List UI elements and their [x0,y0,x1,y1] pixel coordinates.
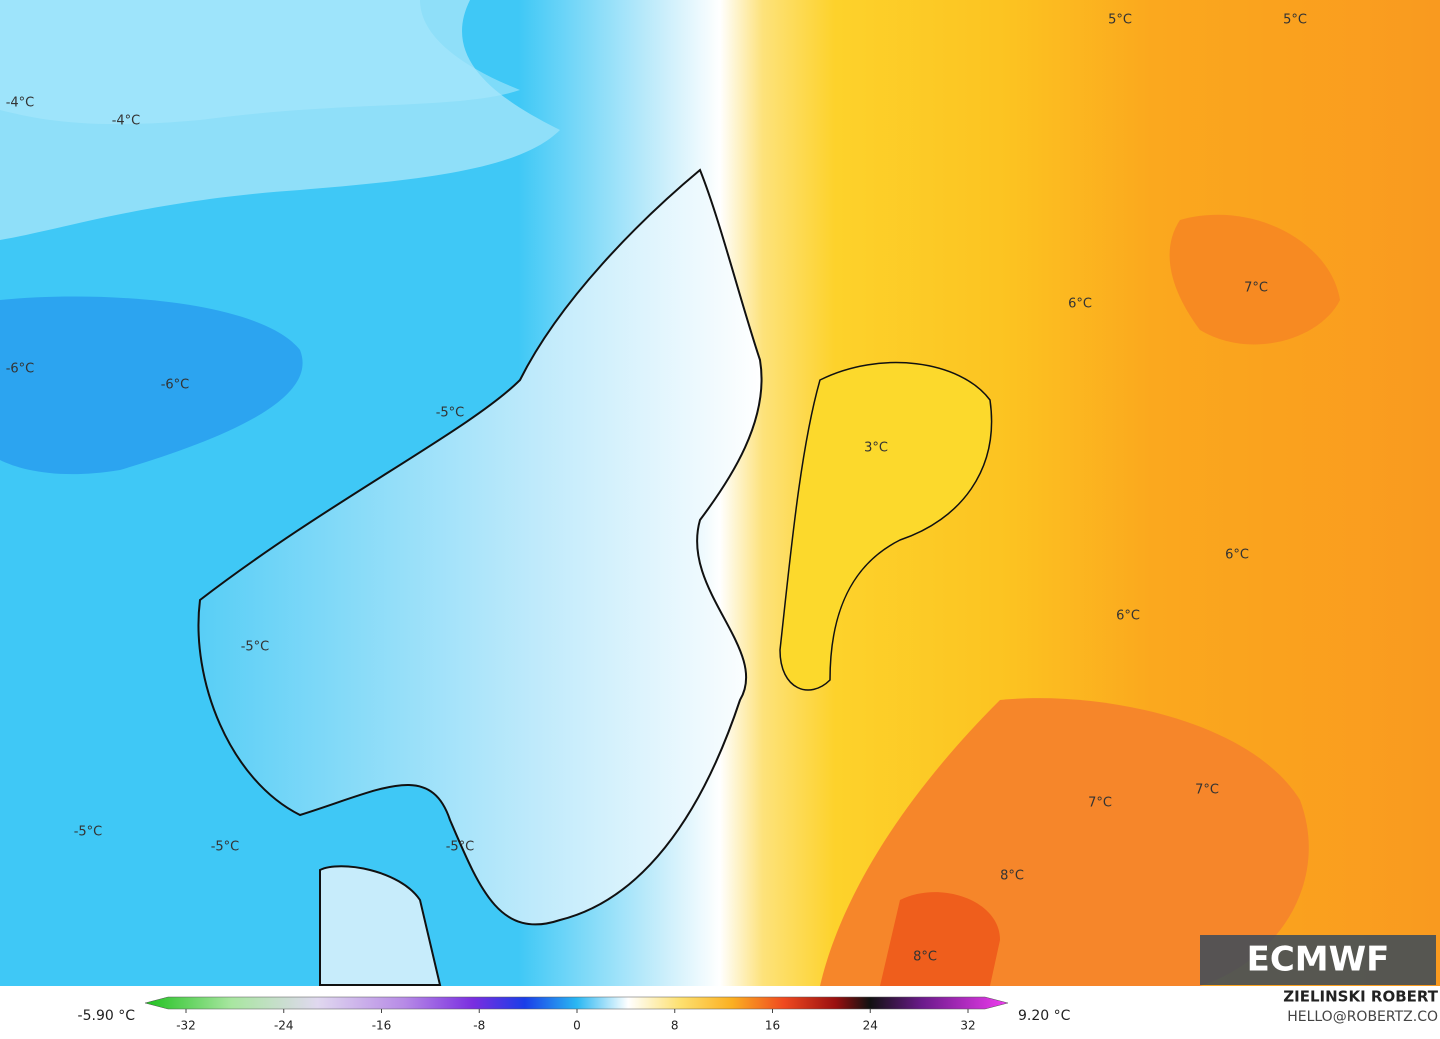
temperature-label: 6°C [1068,297,1092,312]
colorbar-tick-label: -24 [274,1019,294,1033]
credit-name: ZIELINSKI ROBERT [1283,988,1438,1006]
footer [0,986,1440,1035]
colorbar-min: -5.90 °C [78,1008,136,1024]
warm-core [1169,214,1340,345]
temperature-label: 8°C [1000,869,1024,884]
colorbar-tick-label: -16 [372,1019,392,1033]
logo-box [1200,935,1436,985]
colorbar-tick-label: 0 [573,1019,581,1033]
temperature-label: 7°C [1088,796,1112,811]
temperature-label: 8°C [913,950,937,965]
scandinavia-land [197,168,763,926]
temperature-label: -5°C [436,406,465,421]
colorbar-ticks: -32 -24 -16 -8 0 8 16 24 32 [176,1009,976,1033]
temperature-label: -6°C [161,378,190,393]
colorbar-tick-label: -8 [473,1019,485,1033]
warm-core [880,892,1000,986]
temperature-label: -5°C [241,640,270,655]
temperature-label: -5°C [74,825,103,840]
temperature-label: 6°C [1225,548,1249,563]
temperature-label: 6°C [1116,609,1140,624]
colorbar-max: 9.20 °C [1018,1008,1071,1024]
finland-coast [779,361,993,691]
logo: ECMWF [1247,940,1390,980]
temperature-label: -4°C [6,96,35,111]
temperature-label: -5°C [446,840,475,855]
temperature-label: -5°C [211,840,240,855]
denmark-land [319,865,442,986]
map-labels: -4°C -4°C 5°C 5°C 6°C 7°C -6°C -6°C -5°C 3°C 6°C 6°… [6,13,1307,965]
temperature-label: 3°C [864,441,888,456]
credit-email: HELLO@ROBERTZ.CO [1287,1009,1438,1025]
temperature-label: -4°C [112,114,141,129]
colorbar-tick-label: 32 [960,1019,975,1033]
temperature-label: -6°C [6,362,35,377]
temperature-label: 7°C [1195,783,1219,798]
colorbar [144,996,1009,1010]
cold-region [0,0,520,125]
colorbar-tick-label: 16 [765,1019,780,1033]
temperature-label: 5°C [1108,13,1132,28]
temperature-label: 7°C [1244,281,1268,296]
colorbar-tick-label: 8 [671,1019,679,1033]
cold-core [0,296,303,475]
temperature-label: 5°C [1283,13,1307,28]
colorbar-tick-label: -32 [176,1019,196,1033]
colorbar-tick-label: 24 [863,1019,878,1033]
